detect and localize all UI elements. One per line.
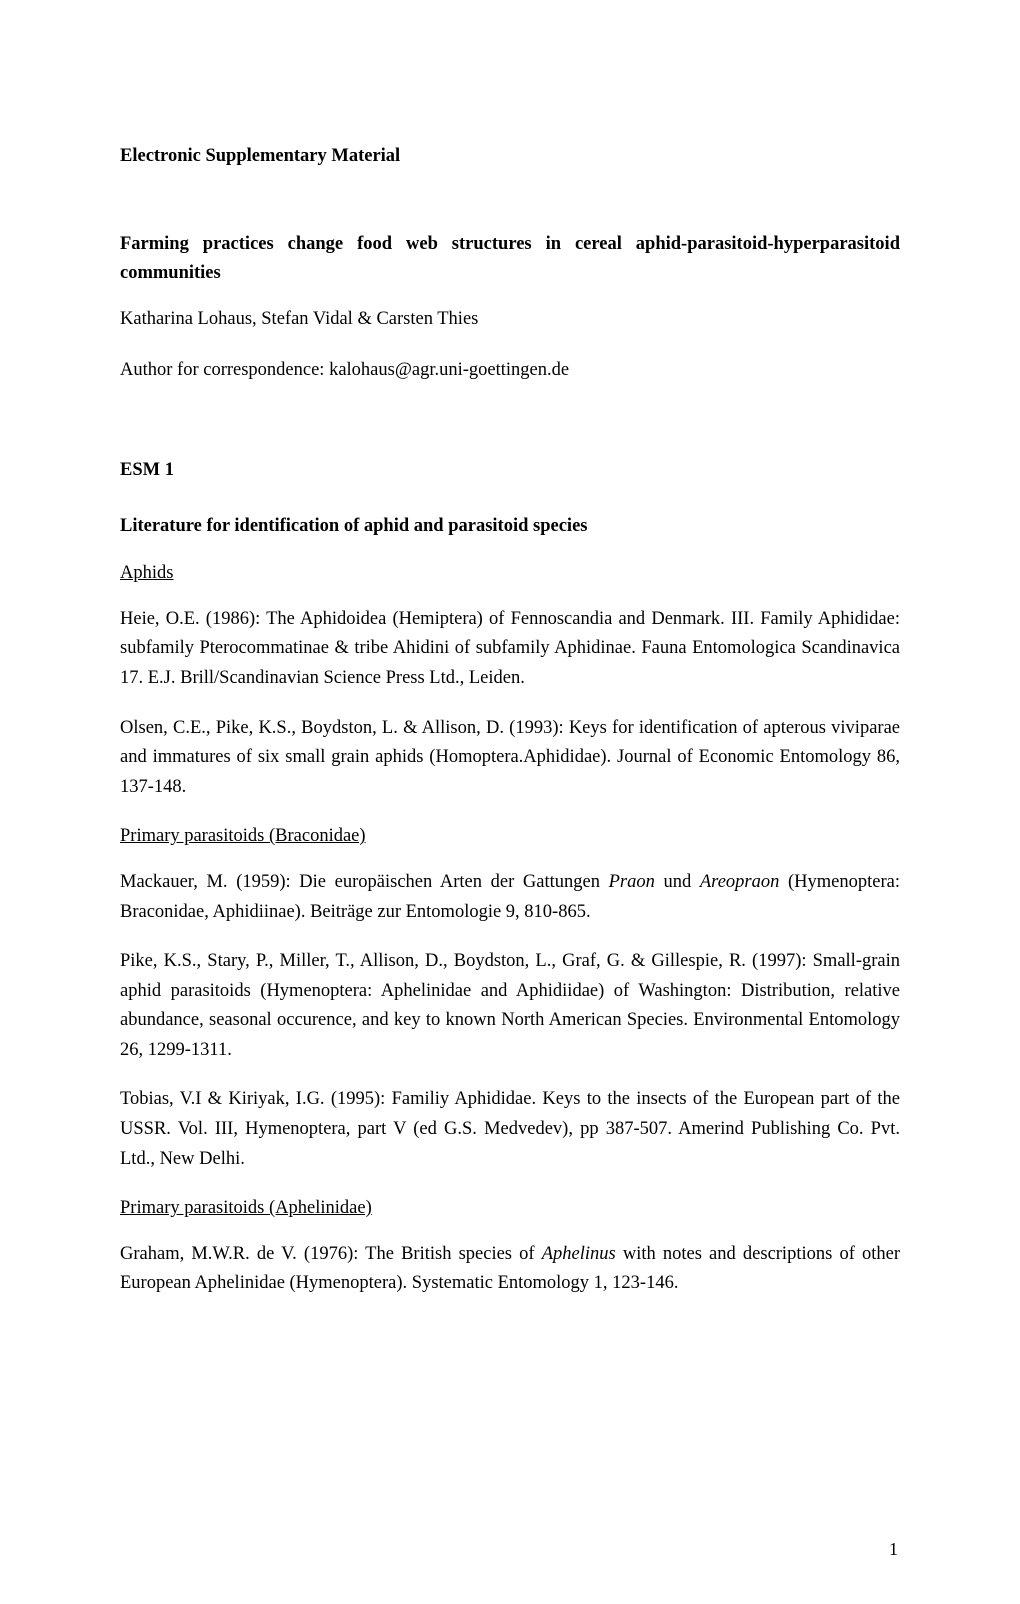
page-number: 1 bbox=[889, 1535, 898, 1564]
supplementary-header: Electronic Supplementary Material bbox=[120, 142, 900, 172]
aphids-heading: Aphids bbox=[120, 559, 900, 589]
aphelinidae-heading: Primary parasitoids (Aphelinidae) bbox=[120, 1194, 900, 1224]
aphelinidae-ref-1: Graham, M.W.R. de V. (1976): The British… bbox=[120, 1240, 900, 1299]
genus-areopraon: Areopraon bbox=[700, 872, 779, 892]
literature-heading: Literature for identification of aphid a… bbox=[120, 512, 900, 542]
authors-line: Katharina Lohaus, Stefan Vidal & Carsten… bbox=[120, 305, 900, 335]
correspondence-line: Author for correspondence: kalohaus@agr.… bbox=[120, 356, 900, 386]
aphids-ref-2: Olsen, C.E., Pike, K.S., Boydston, L. & … bbox=[120, 714, 900, 803]
genus-aphelinus: Aphelinus bbox=[542, 1244, 616, 1264]
document-title: Farming practices change food web struct… bbox=[120, 230, 900, 289]
esm-label: ESM 1 bbox=[120, 456, 900, 486]
ref-text: und bbox=[655, 872, 700, 892]
braconidae-ref-2: Pike, K.S., Stary, P., Miller, T., Allis… bbox=[120, 947, 900, 1065]
genus-praon: Praon bbox=[609, 872, 655, 892]
braconidae-ref-1: Mackauer, M. (1959): Die europäischen Ar… bbox=[120, 868, 900, 927]
braconidae-heading: Primary parasitoids (Braconidae) bbox=[120, 822, 900, 852]
aphids-ref-1: Heie, O.E. (1986): The Aphidoidea (Hemip… bbox=[120, 605, 900, 694]
ref-text: Mackauer, M. (1959): Die europäischen Ar… bbox=[120, 872, 609, 892]
ref-text: Graham, M.W.R. de V. (1976): The British… bbox=[120, 1244, 542, 1264]
braconidae-ref-3: Tobias, V.I & Kiriyak, I.G. (1995): Fami… bbox=[120, 1085, 900, 1174]
